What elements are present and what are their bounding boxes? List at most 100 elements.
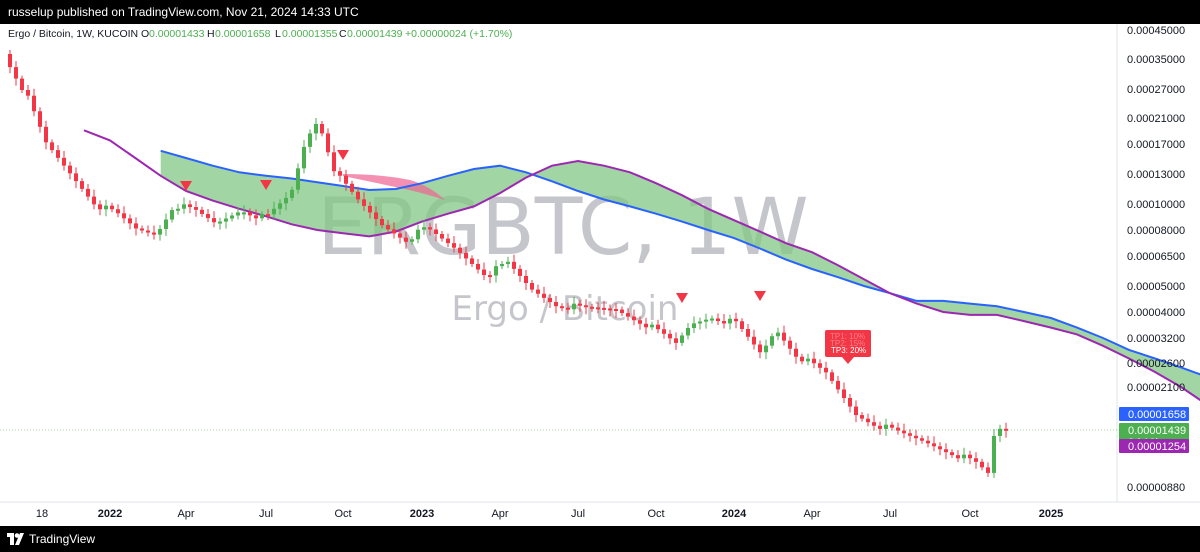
candle-body xyxy=(128,218,132,224)
candle-body xyxy=(488,275,492,278)
candle-body xyxy=(482,269,486,276)
candle-body xyxy=(20,78,24,91)
price-tick-label: 0.00004000 xyxy=(1127,307,1185,319)
candle-body xyxy=(776,332,780,337)
price-badge-value: 0.00001254 xyxy=(1128,441,1186,453)
candle-body xyxy=(830,372,834,381)
candle-body xyxy=(728,318,732,324)
candle-body xyxy=(14,67,18,79)
tp-label-box xyxy=(825,330,871,357)
candle-body xyxy=(584,305,588,308)
candle-body xyxy=(8,54,12,68)
candle-body xyxy=(638,320,642,324)
candle-body xyxy=(614,309,618,311)
candle-body xyxy=(386,225,390,230)
price-tick-label: 0.00035000 xyxy=(1127,54,1185,66)
candle-body xyxy=(302,146,306,169)
candle-body xyxy=(26,90,30,96)
candle-body xyxy=(656,324,660,330)
candle-body xyxy=(506,261,510,264)
publish-header: russelup published on TradingView.com, N… xyxy=(0,0,1200,24)
price-tick-label: 0.00000880 xyxy=(1127,482,1185,494)
candle-body xyxy=(440,234,444,239)
candle-body xyxy=(872,422,876,426)
candle-body xyxy=(68,165,72,174)
candle-body xyxy=(590,306,594,309)
candle-body xyxy=(596,307,600,310)
candle-body xyxy=(32,95,36,112)
candle-body xyxy=(908,433,912,436)
time-tick-label: 18 xyxy=(36,508,48,520)
legend-close-label: C xyxy=(339,28,347,40)
price-badge-value: 0.00001439 xyxy=(1128,425,1186,437)
candle-body xyxy=(974,458,978,462)
candle-body xyxy=(236,212,240,216)
candle-body xyxy=(602,307,606,310)
candle-body xyxy=(548,297,552,303)
candle-body xyxy=(752,336,756,345)
candle-body xyxy=(158,228,162,235)
candle-body xyxy=(476,263,480,270)
candle-body xyxy=(230,215,234,219)
price-tick-label: 0.00017000 xyxy=(1127,139,1185,151)
candle-body xyxy=(50,142,54,151)
candle-body xyxy=(434,229,438,235)
candle-body xyxy=(554,302,558,307)
candle-body xyxy=(44,126,48,143)
candle-body xyxy=(740,321,744,329)
candle-body xyxy=(404,237,408,242)
legend-change: +0.00000024 (+1.70%) xyxy=(405,28,512,40)
tp2-text: TP2: 15% xyxy=(830,339,865,348)
candle-body xyxy=(224,218,228,222)
candle-body xyxy=(878,425,882,429)
legend-low-value: 0.00001355 xyxy=(282,28,338,40)
candle-body xyxy=(572,303,576,310)
candle-body xyxy=(530,283,534,290)
candle-body xyxy=(818,363,822,368)
price-tick-label: 0.00008000 xyxy=(1127,225,1185,237)
price-chart[interactable]: ERGBTC, 1W Ergo / Bitcoin TP1: 10% TP2: … xyxy=(0,24,1200,526)
candle-body xyxy=(758,344,762,353)
candle-body xyxy=(746,329,750,337)
candle-body xyxy=(152,232,156,235)
candle-body xyxy=(932,443,936,447)
tradingview-brand[interactable]: TradingView xyxy=(7,532,95,546)
candle-body xyxy=(842,389,846,398)
candle-body xyxy=(398,233,402,238)
candle-body xyxy=(806,358,810,362)
candle-body xyxy=(248,212,252,216)
candle-body xyxy=(122,213,126,219)
candle-body xyxy=(926,440,930,444)
candle-body xyxy=(332,152,336,172)
price-tick-label: 0.00002600 xyxy=(1127,358,1185,370)
signal-layer xyxy=(180,150,766,303)
candle-body xyxy=(182,204,186,209)
legend-open-value: 0.00001433 xyxy=(149,28,205,40)
candle-body xyxy=(674,338,678,343)
band-fill xyxy=(160,150,1200,400)
price-tick-label: 0.00002100 xyxy=(1127,382,1185,394)
tp-label: TP1: 10% TP2: 15% TP3: 20% xyxy=(825,330,871,364)
time-tick-label: Jul xyxy=(259,508,273,520)
price-tick-label: 0.00010000 xyxy=(1127,199,1185,211)
candle-body xyxy=(350,183,354,192)
price-tick-label: 0.00006500 xyxy=(1127,251,1185,263)
candle-body xyxy=(338,171,342,176)
candle-body xyxy=(326,133,330,153)
footer-bar: TradingView xyxy=(0,526,1200,552)
legend-symbol: Ergo / Bitcoin, 1W, KUCOIN xyxy=(8,28,138,40)
candle-body xyxy=(410,239,414,242)
time-tick-label: 2025 xyxy=(1039,508,1063,520)
price-tick-label: 0.00045000 xyxy=(1127,25,1185,37)
candle-body xyxy=(782,332,786,341)
candle-body xyxy=(344,175,348,184)
candle-body xyxy=(668,333,672,339)
candle-body xyxy=(578,303,582,306)
tp-label-pointer xyxy=(842,357,854,364)
candle-body xyxy=(866,418,870,423)
price-axis[interactable]: 0.00045000 0.00035000 0.00027000 0.00021000… xyxy=(1127,25,1185,494)
candle-body xyxy=(680,335,684,343)
candle-body xyxy=(374,212,378,219)
candle-body xyxy=(848,398,852,407)
time-axis[interactable]: 18 2022 Apr Jul Oct 2023 Apr Jul Oct 2024 Apr Jul Oc… xyxy=(36,508,1063,520)
